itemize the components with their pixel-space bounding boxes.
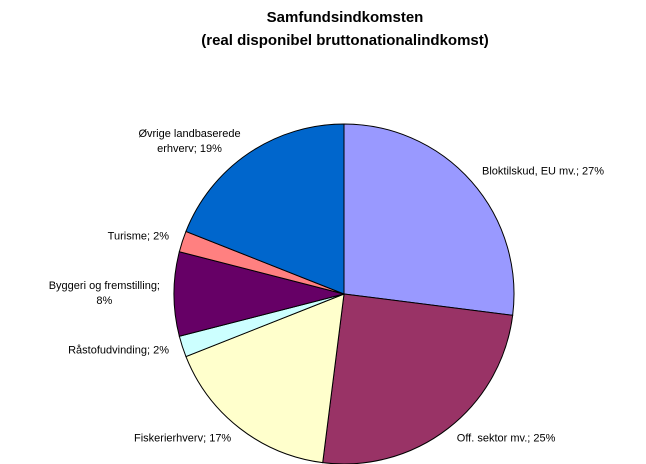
data-label: Byggeri og fremstilling; 8% <box>48 280 160 307</box>
data-label: Øvrige landbaserede erhverv; 19% <box>138 127 241 155</box>
chart-title: Samfundsindkomsten (real disponibel brut… <box>201 9 489 49</box>
data-label: Råstofudvinding; 2% <box>68 344 169 357</box>
data-label: Turisme; 2% <box>107 230 169 243</box>
data-label: Bloktilskud, EU mv.; 27% <box>482 165 605 178</box>
data-label: Fiskerierhverv; 17% <box>134 432 232 445</box>
pie-slice <box>185 293 345 464</box>
pie-slice <box>343 123 515 316</box>
pie-slice <box>185 123 345 295</box>
data-label: Off. sektor mv.; 25% <box>456 432 556 445</box>
